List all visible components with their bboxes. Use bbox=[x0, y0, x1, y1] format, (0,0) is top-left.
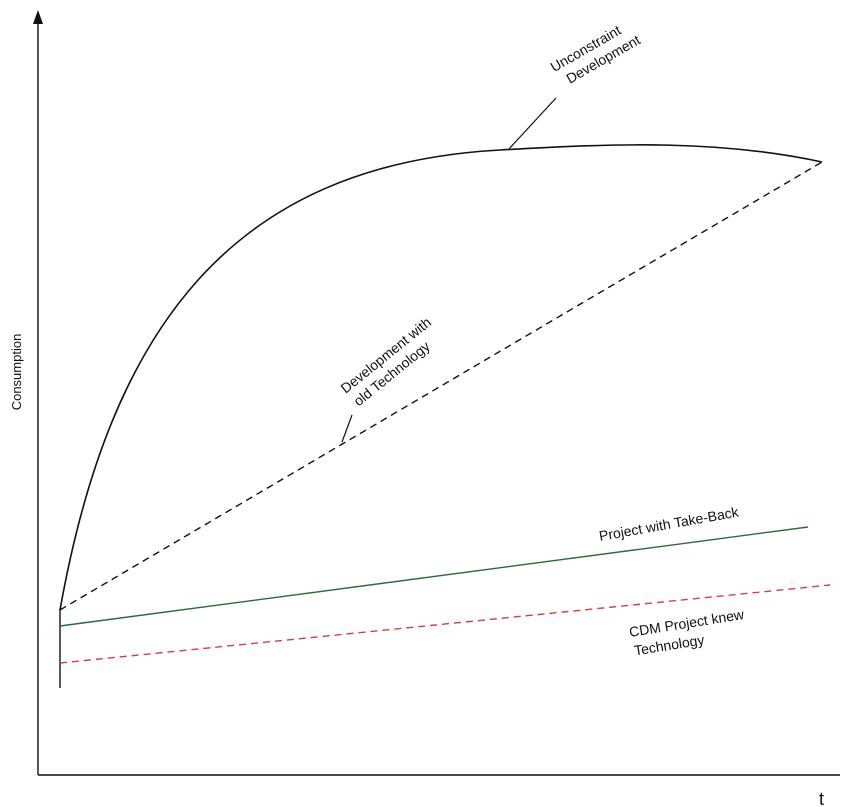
leader-unconstraint bbox=[507, 97, 557, 151]
label-cdm-project: CDM Project knew Technology bbox=[628, 606, 746, 659]
label-take-back-text: Project with Take-Back bbox=[598, 503, 741, 543]
series-cdm-project bbox=[59, 584, 831, 664]
label-unconstraint-development: Unconstraint Development bbox=[548, 22, 643, 87]
series-old-technology bbox=[59, 161, 823, 611]
label-old-technology: Development with old Technology bbox=[337, 314, 434, 409]
series-unconstraint-development bbox=[59, 144, 823, 611]
label-take-back: Project with Take-Back bbox=[598, 503, 741, 543]
y-axis-label: Consumption bbox=[9, 334, 24, 411]
x-axis-label: t bbox=[819, 789, 824, 807]
y-axis-arrow-icon bbox=[33, 10, 43, 24]
series-take-back bbox=[59, 526, 809, 627]
leader-old-technology bbox=[341, 414, 353, 443]
